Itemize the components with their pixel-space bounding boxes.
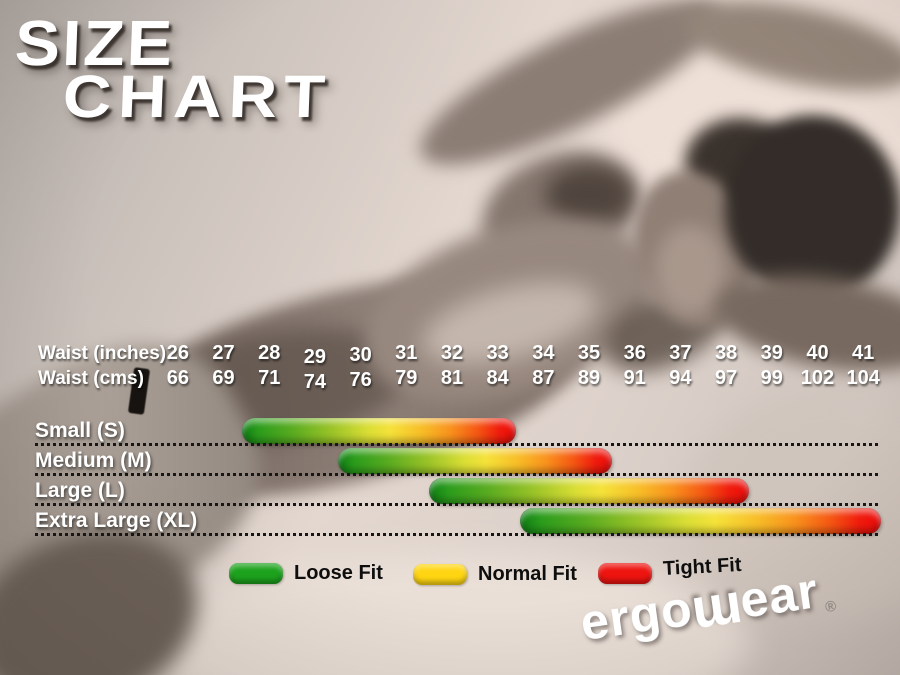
waist-cms-value: 69 [212, 367, 235, 389]
size-label: Small (S) [35, 419, 125, 442]
waist-inches-value: 35 [577, 342, 601, 364]
title-line-chart: CHART [61, 62, 334, 130]
registered-trademark-icon: ® [824, 597, 839, 617]
waist-inches-label: Waist (inches) [38, 342, 167, 364]
legend-item: Tight Fit [598, 554, 742, 585]
legend-label: Loose Fit [294, 562, 383, 584]
waist-cms-value: 102 [800, 367, 835, 389]
fit-range-bar [337, 448, 612, 474]
waist-inches-value: 27 [212, 342, 235, 364]
waist-inches-value: 26 [166, 342, 189, 364]
fit-range-bar [429, 478, 749, 504]
logo-text-ear: ear [736, 562, 822, 629]
waist-inches-value: 32 [440, 342, 464, 364]
armpit-shadow [545, 165, 635, 225]
legend-swatch [229, 563, 283, 584]
size-label: Medium (M) [35, 449, 152, 472]
waist-inches-row: Waist (inches) 26 27 28 29 30 31 32 33 34 35 36 37 3… [0, 341, 900, 368]
waist-cms-value: 97 [714, 367, 738, 389]
waist-cms-value: 66 [166, 367, 189, 389]
waist-cms-label: Waist (cms) [38, 367, 144, 389]
waist-cms-value: 87 [532, 367, 555, 389]
waist-cms-value: 71 [258, 367, 281, 389]
row-separator-dotted [35, 533, 880, 536]
waist-cms-value: 74 [303, 371, 327, 393]
fit-range-bar [520, 508, 882, 534]
row-separator-dotted [35, 443, 880, 446]
waist-inches-value: 36 [623, 342, 646, 364]
waist-inches-value: 41 [852, 342, 875, 364]
waist-cms-value: 89 [577, 367, 601, 389]
waist-cms-value: 79 [395, 367, 418, 389]
size-row: Extra Large (XL) [0, 506, 900, 536]
waist-cms-value: 104 [846, 367, 880, 389]
waist-inches-value: 28 [258, 342, 281, 364]
waist-cms-value: 91 [623, 367, 646, 389]
hair-shape [725, 115, 900, 300]
waist-cms-value: 94 [669, 367, 692, 389]
waist-cms-row: Waist (cms) 66 69 71 74 76 79 81 84 87 89 91 94 97 99… [0, 366, 900, 393]
waist-cms-value: 76 [349, 369, 372, 391]
fit-range-bar [241, 418, 516, 444]
waist-inches-value: 39 [760, 342, 783, 364]
fit-legend: Loose Fit Normal Fit Tight Fit [0, 554, 900, 590]
row-separator-dotted [35, 503, 880, 506]
legend-swatch [598, 563, 652, 584]
size-row: Large (L) [0, 476, 900, 506]
page-title: SIZE CHART [14, 7, 333, 130]
size-row: Medium (M) [0, 446, 900, 476]
waist-cms-values: 66 69 71 74 76 79 81 84 87 89 91 94 97 99 102 104 [155, 367, 886, 393]
waist-table: Waist (inches) 26 27 28 29 30 31 32 33 34 35 36 37 3… [0, 341, 900, 393]
waist-inches-values: 26 27 28 29 30 31 32 33 34 35 36 37 38 39 40 41 [155, 342, 886, 368]
waist-inches-value: 38 [714, 342, 738, 364]
size-row: Small (S) [0, 416, 900, 446]
waist-inches-value: 29 [303, 346, 327, 368]
waist-inches-value: 37 [669, 342, 692, 364]
waist-cms-value: 81 [440, 367, 464, 389]
waist-inches-value: 31 [395, 342, 418, 364]
legend-item: Normal Fit [413, 563, 577, 586]
legend-swatch [413, 564, 467, 585]
waist-inches-value: 34 [532, 342, 555, 364]
legend-item: Loose Fit [229, 562, 383, 585]
waist-cms-value: 84 [486, 367, 509, 389]
waist-inches-value: 40 [806, 342, 829, 364]
logo-w-glyph: m [688, 579, 748, 650]
legend-label: Normal Fit [478, 563, 577, 585]
size-label: Large (L) [35, 479, 125, 502]
waist-inches-value: 33 [486, 342, 509, 364]
waist-cms-value: 99 [760, 367, 783, 389]
row-separator-dotted [35, 473, 880, 476]
cheek-highlight [655, 225, 725, 315]
waist-inches-value: 30 [349, 344, 372, 366]
size-label: Extra Large (XL) [35, 509, 198, 532]
size-rows: Small (S) Medium (M) Large (L) Extra Large … [0, 416, 900, 536]
